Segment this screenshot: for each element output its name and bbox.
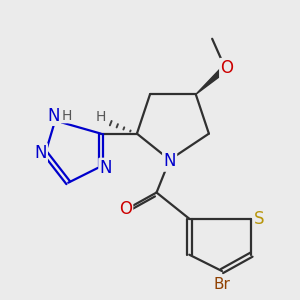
Text: H: H — [96, 110, 106, 124]
Text: Br: Br — [214, 277, 230, 292]
Text: N: N — [47, 106, 60, 124]
Text: N: N — [164, 152, 176, 170]
Text: N: N — [100, 159, 112, 177]
Text: S: S — [254, 210, 265, 228]
Text: N: N — [34, 144, 47, 162]
Text: H: H — [61, 109, 72, 123]
Text: O: O — [119, 200, 132, 218]
Polygon shape — [196, 66, 227, 94]
Text: O: O — [220, 59, 233, 77]
